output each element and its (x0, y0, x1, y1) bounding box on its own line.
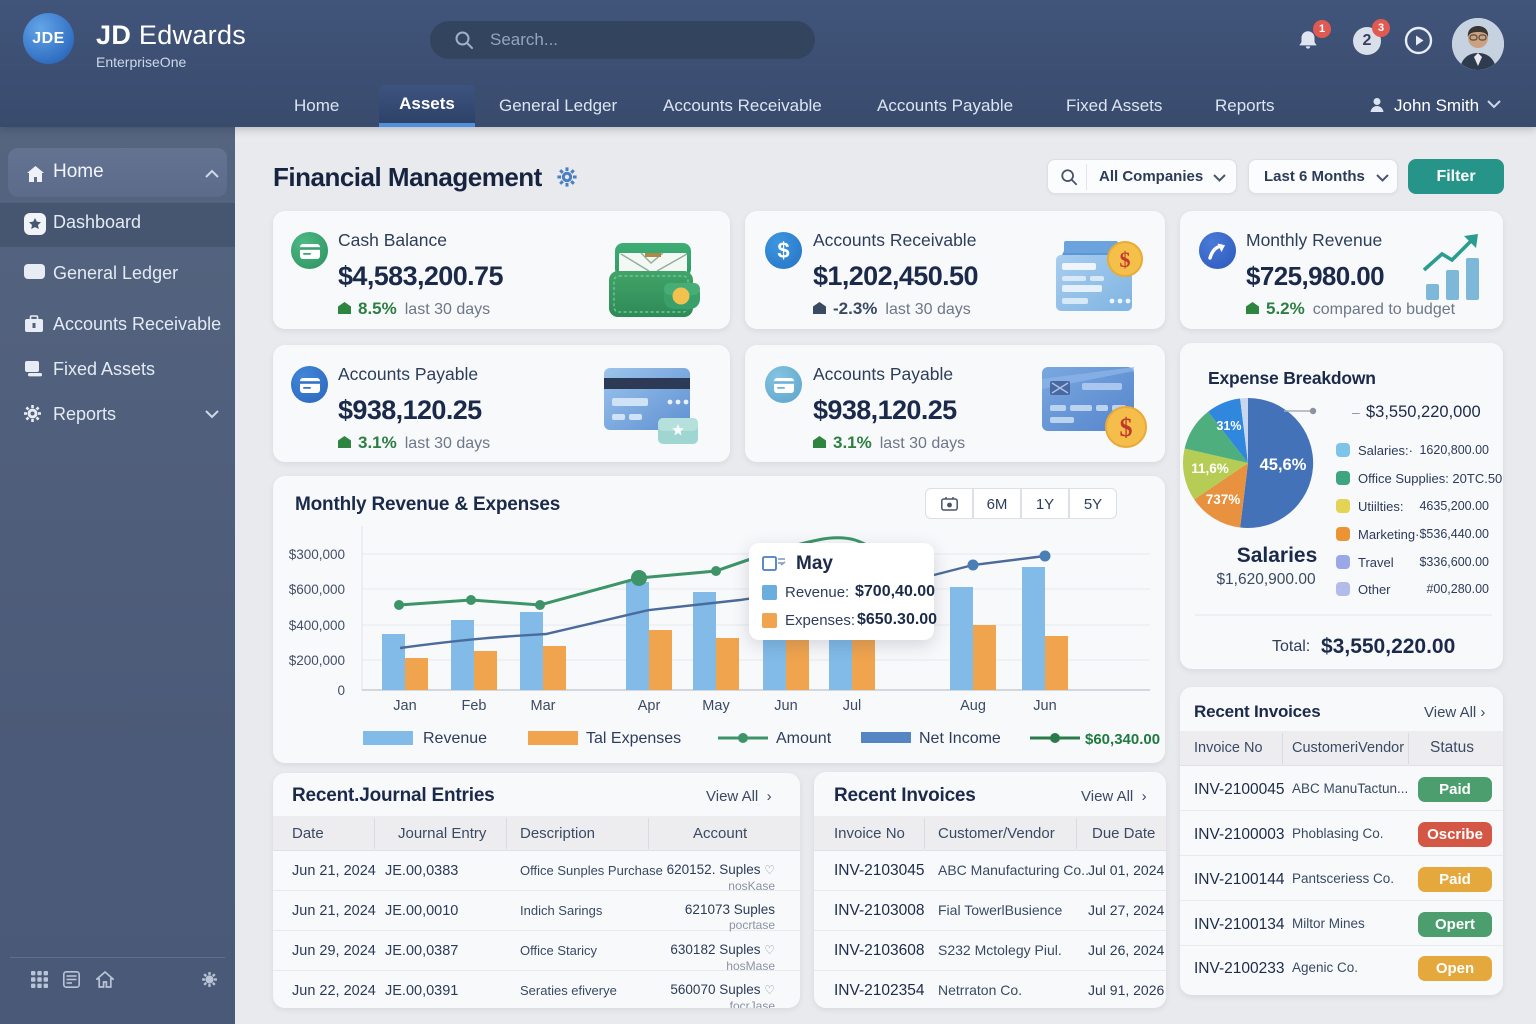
svg-text:Mar: Mar (531, 698, 556, 714)
svg-text:$: $ (1120, 413, 1133, 442)
svg-text:$3,550,220.00: $3,550,220.00 (1321, 635, 1455, 658)
svg-text:Aug: Aug (960, 698, 986, 714)
svg-text:Total:: Total: (1272, 638, 1310, 655)
svg-text:$: $ (1120, 247, 1131, 272)
svg-text:0: 0 (337, 683, 345, 698)
svg-text:Amount: Amount (776, 730, 832, 747)
svg-text:$200,000: $200,000 (289, 653, 345, 668)
svg-text:Apr: Apr (638, 698, 661, 714)
svg-text:Jul: Jul (843, 698, 862, 714)
svg-text:737%: 737% (1206, 492, 1241, 507)
svg-text:$300,000: $300,000 (289, 547, 345, 562)
svg-text:Jun: Jun (1033, 698, 1056, 714)
svg-text:Jan: Jan (393, 698, 416, 714)
svg-text:May: May (702, 698, 730, 714)
svg-text:Salaries: Salaries (1237, 544, 1318, 567)
svg-text:–: – (1352, 404, 1360, 420)
svg-text:Net Income: Net Income (919, 730, 1001, 747)
svg-text:Jun: Jun (774, 698, 797, 714)
svg-text:11,6%: 11,6% (1191, 461, 1229, 476)
svg-text:Feb: Feb (462, 698, 487, 714)
svg-text:$60,340.00: $60,340.00 (1085, 731, 1160, 748)
svg-text:$600,000: $600,000 (289, 582, 345, 597)
svg-text:$400,000: $400,000 (289, 618, 345, 633)
svg-text:$3,550,220,000: $3,550,220,000 (1366, 403, 1481, 421)
svg-text:Revenue: Revenue (423, 730, 487, 747)
svg-text:45,6%: 45,6% (1260, 456, 1307, 474)
svg-text:31%: 31% (1216, 419, 1241, 433)
svg-text:$1,620,900.00: $1,620,900.00 (1216, 571, 1316, 588)
svg-text:Tal Expenses: Tal Expenses (586, 730, 681, 747)
